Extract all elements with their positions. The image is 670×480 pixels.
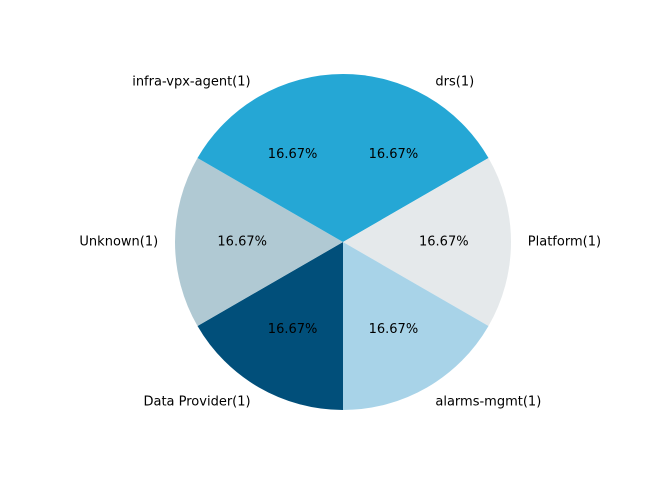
percent-label-4: 16.67% [217,235,267,250]
pie-slice-3 [197,242,343,410]
percent-label-1: 16.67% [419,235,469,250]
percent-label-3: 16.67% [268,322,318,337]
percent-label-0: 16.67% [369,147,419,162]
pie-slice-2 [343,242,489,410]
category-labels: drs(1) Platform(1) alarms-mgmt(1) Data Prov… [79,74,601,409]
percent-labels: 16.67% 16.67% 16.67% 16.67% 16.67% 16.67% [217,147,468,337]
category-label-5: infra-vpx-agent(1) [132,74,250,89]
category-label-1: Platform(1) [528,235,601,250]
pie-slices [175,74,511,410]
category-label-3: Data Provider(1) [143,395,250,410]
category-label-0: drs(1) [435,74,474,89]
percent-label-2: 16.67% [369,322,419,337]
pie-slice-0 [343,74,489,242]
pie-slice-5 [197,74,343,242]
category-label-2: alarms-mgmt(1) [435,395,541,410]
percent-label-5: 16.67% [268,147,318,162]
pie-slice-1 [343,158,511,326]
category-label-4: Unknown(1) [79,235,158,250]
pie-slice-4 [175,158,343,326]
